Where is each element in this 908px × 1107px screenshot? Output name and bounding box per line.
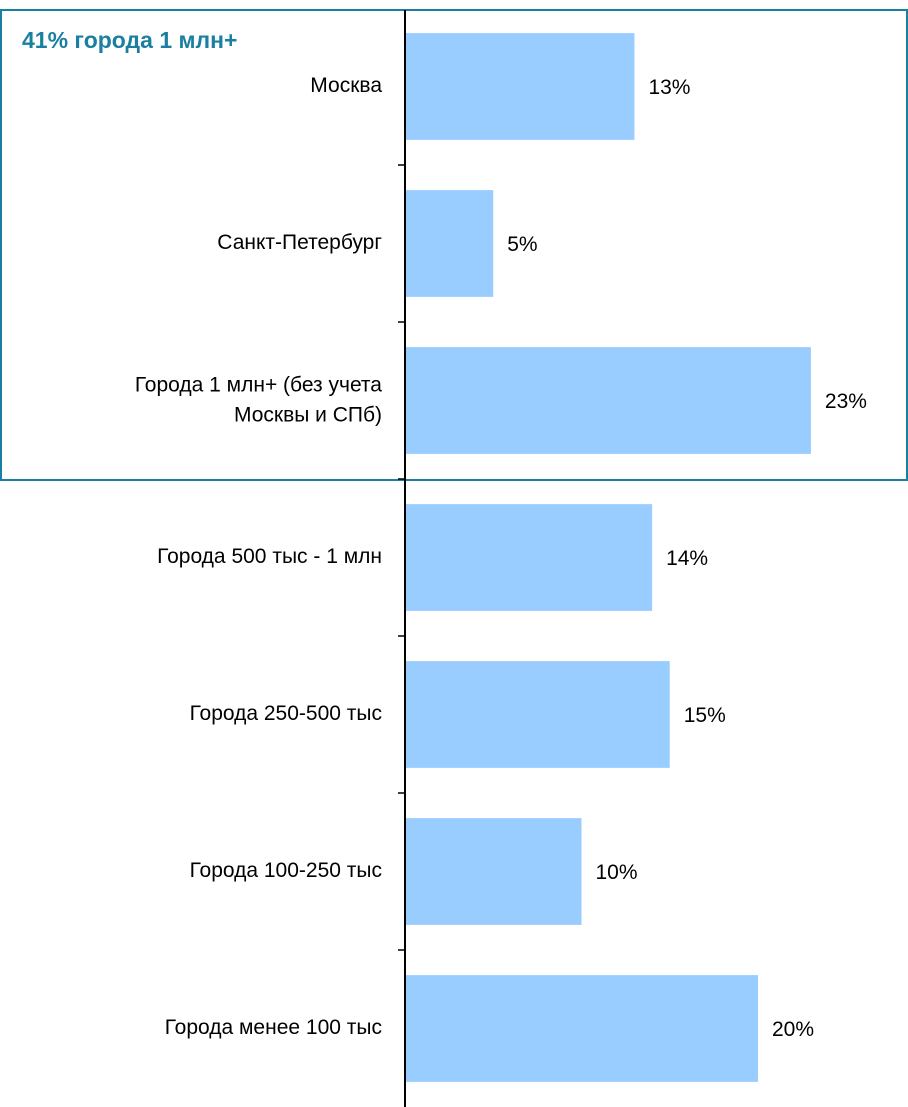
bar [405,347,811,454]
category-label: Города 1 млн+ (без учета Москвы и СПб) [135,373,382,426]
bar [405,33,635,140]
value-label: 23% [825,390,867,413]
category-label: Москва [310,74,382,97]
value-label: 15% [684,704,726,727]
highlight-box [0,9,908,481]
value-label: 14% [666,547,708,570]
value-label: 20% [772,1018,814,1041]
category-label: Города 500 тыс - 1 млн [157,545,382,568]
value-label: 13% [648,76,690,99]
category-label: Санкт-Петербург [217,231,382,254]
bar [405,661,670,768]
annotation: 41% города 1 млн+ [22,27,237,53]
category-label: Города 250-500 тыс [190,702,382,725]
bar [405,190,494,297]
bar [405,975,758,1082]
category-label: Города 100-250 тыс [190,859,382,882]
value-label: 10% [595,861,637,884]
value-label: 5% [507,233,537,256]
category-label: Города менее 100 тыс [165,1016,382,1039]
bar [405,504,653,611]
bar [405,818,582,925]
